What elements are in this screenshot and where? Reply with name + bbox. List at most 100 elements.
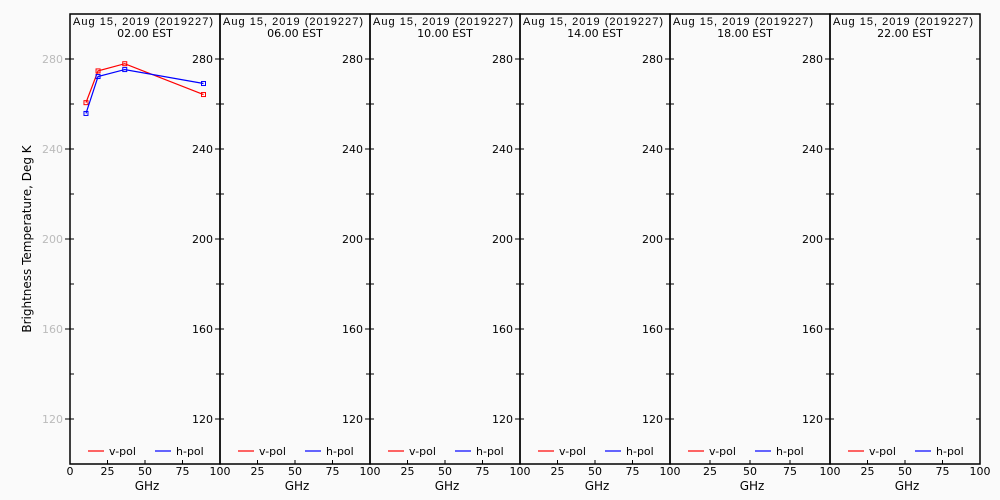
- panel-time: 22.00 EST: [877, 27, 933, 40]
- y-tick-label: 160: [492, 323, 513, 336]
- x-tick-label: 25: [861, 465, 875, 478]
- y-tick-label: 120: [42, 413, 63, 426]
- panel-frame: [829, 13, 981, 465]
- legend-label-v-pol: v-pol: [109, 445, 136, 458]
- x-tick-label: 75: [783, 465, 797, 478]
- x-tick-label: 50: [288, 465, 302, 478]
- y-tick-label: 280: [802, 53, 823, 66]
- x-tick-label: 75: [626, 465, 640, 478]
- y-tick-label: 120: [802, 413, 823, 426]
- panel-date: Aug 15, 2019 (2019227): [73, 16, 213, 28]
- x-tick-label: 25: [251, 465, 265, 478]
- x-tick-label: 50: [438, 465, 452, 478]
- y-tick-label: 240: [42, 143, 63, 156]
- data-point-v-pol: [201, 92, 206, 98]
- y-tick-label: 280: [192, 53, 213, 66]
- panel-time: 06.00 EST: [267, 27, 323, 40]
- legend-label-h-pol: h-pol: [936, 445, 964, 458]
- legend-label-v-pol: v-pol: [869, 445, 896, 458]
- y-tick-label: 120: [342, 413, 363, 426]
- x-tick-label: 75: [936, 465, 950, 478]
- y-tick-label: 160: [642, 323, 663, 336]
- data-point-h-pol: [122, 67, 128, 73]
- panel-time: 10.00 EST: [417, 27, 473, 40]
- y-tick-label: 160: [802, 323, 823, 336]
- x-tick-label: 100: [360, 465, 381, 478]
- y-tick-label: 200: [342, 233, 363, 246]
- panel-date: Aug 15, 2019 (2019227): [523, 16, 663, 28]
- x-axis-label: GHz: [585, 479, 610, 493]
- data-point-v-pol: [95, 68, 101, 74]
- y-tick-label: 240: [342, 143, 363, 156]
- panel-time: 14.00 EST: [567, 27, 623, 40]
- panel-4: 120 160 200 240 280 25 50 75 100 GHz Aug 15, 2019 …: [492, 13, 681, 493]
- panel-date: Aug 15, 2019 (2019227): [373, 16, 513, 28]
- x-axis-label: GHz: [895, 479, 920, 493]
- legend-label-h-pol: h-pol: [626, 445, 654, 458]
- y-tick-label: 160: [42, 323, 63, 336]
- x-tick-label: 75: [176, 465, 190, 478]
- panel-date: Aug 15, 2019 (2019227): [223, 16, 363, 28]
- x-axis-label: GHz: [740, 479, 765, 493]
- x-tick-label: 25: [101, 465, 115, 478]
- series-line-v-pol: [85, 63, 204, 103]
- x-axis-label: GHz: [435, 479, 460, 493]
- y-tick-label: 280: [42, 53, 63, 66]
- legend-label-v-pol: v-pol: [259, 445, 286, 458]
- panel-1: 120 160 200 240 280 0 25 50 75 100 GHz Aug 15, 2019…: [42, 13, 231, 493]
- y-tick-label: 280: [642, 53, 663, 66]
- x-tick-label: 25: [703, 465, 717, 478]
- x-tick-label: 75: [326, 465, 340, 478]
- y-tick-label: 200: [192, 233, 213, 246]
- y-tick-label: 240: [192, 143, 213, 156]
- x-tick-label: 25: [401, 465, 415, 478]
- x-tick-label: 100: [210, 465, 231, 478]
- x-tick-label: 50: [138, 465, 152, 478]
- y-tick-label: 200: [642, 233, 663, 246]
- y-tick-label: 120: [192, 413, 213, 426]
- y-tick-label: 120: [492, 413, 513, 426]
- y-tick-label: 200: [42, 233, 63, 246]
- series-line-h-pol: [85, 68, 204, 114]
- y-tick-label: 160: [342, 323, 363, 336]
- x-tick-label: 50: [588, 465, 602, 478]
- x-tick-label: 100: [970, 465, 991, 478]
- panel-6: 120 160 200 240 280 25 50 75 100 GHz Aug 15, 2019 …: [802, 13, 991, 493]
- panel-date: Aug 15, 2019 (2019227): [673, 16, 813, 28]
- y-tick-label: 280: [492, 53, 513, 66]
- panel-time: 18.00 EST: [717, 27, 773, 40]
- panel-time: 02.00 EST: [117, 27, 173, 40]
- x-tick-label: 50: [743, 465, 757, 478]
- y-axis-label: Brightness Temperature, Deg K: [20, 144, 34, 332]
- legend-label-h-pol: h-pol: [326, 445, 354, 458]
- x-tick-label: 75: [476, 465, 490, 478]
- data-point-h-pol: [83, 110, 89, 116]
- legend-label-v-pol: v-pol: [709, 445, 736, 458]
- y-tick-label: 240: [802, 143, 823, 156]
- x-tick-label: 25: [551, 465, 565, 478]
- y-tick-label: 120: [642, 413, 663, 426]
- data-point-v-pol: [122, 61, 128, 67]
- x-axis-label: GHz: [285, 479, 310, 493]
- data-point-h-pol: [201, 81, 206, 87]
- x-tick-label: 0: [67, 465, 74, 478]
- data-point-h-pol: [95, 74, 101, 80]
- legend-label-h-pol: h-pol: [176, 445, 204, 458]
- legend-label-h-pol: h-pol: [776, 445, 804, 458]
- x-axis-label: GHz: [135, 479, 160, 493]
- legend-label-h-pol: h-pol: [476, 445, 504, 458]
- x-tick-label: 100: [660, 465, 681, 478]
- y-tick-label: 240: [642, 143, 663, 156]
- y-tick-label: 200: [802, 233, 823, 246]
- legend-label-v-pol: v-pol: [559, 445, 586, 458]
- panel-date: Aug 15, 2019 (2019227): [833, 16, 973, 28]
- y-tick-label: 160: [192, 323, 213, 336]
- data-point-v-pol: [83, 100, 89, 106]
- x-tick-label: 100: [820, 465, 841, 478]
- y-tick-label: 280: [342, 53, 363, 66]
- legend-label-v-pol: v-pol: [409, 445, 436, 458]
- x-tick-label: 100: [510, 465, 531, 478]
- y-tick-label: 200: [492, 233, 513, 246]
- x-tick-label: 50: [898, 465, 912, 478]
